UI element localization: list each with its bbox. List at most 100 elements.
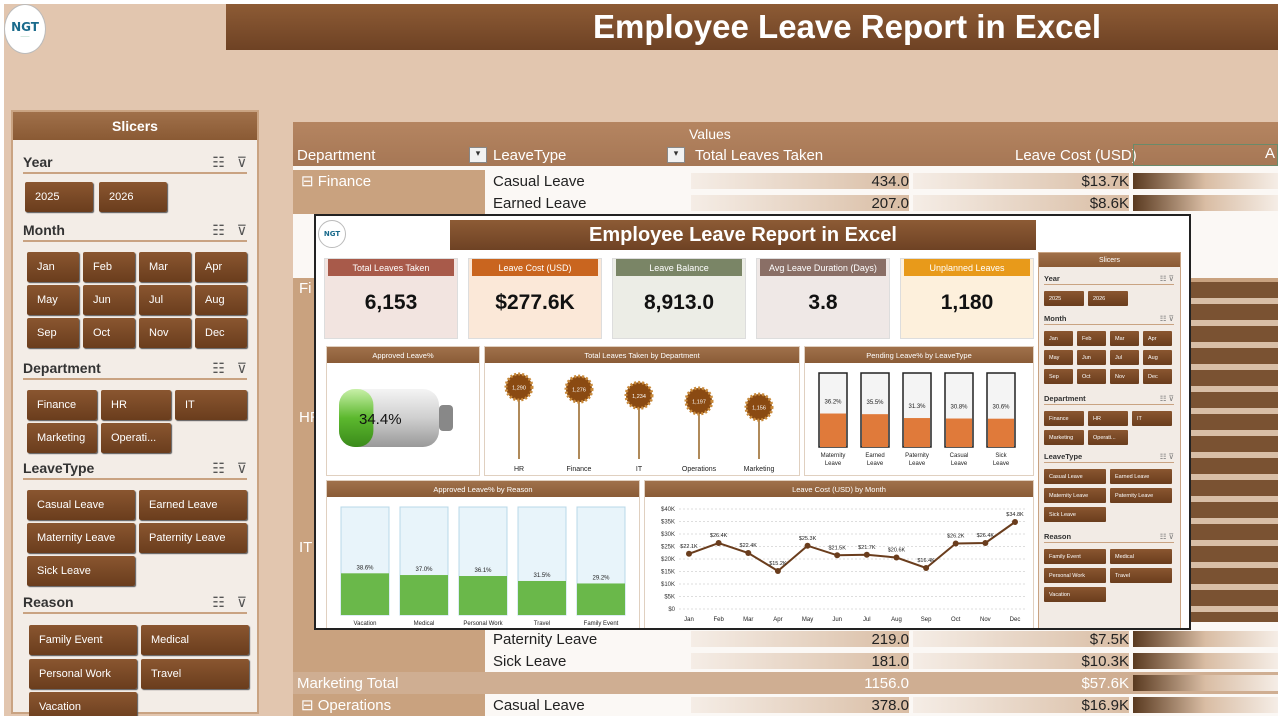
mini-slicer-item-sick-leave[interactable]: Sick Leave (1044, 507, 1106, 522)
bar (577, 583, 625, 615)
data-point (745, 550, 752, 556)
slicer-item-mar[interactable]: Mar (139, 252, 191, 282)
month-slicer-header: Month ☷ ⊽ (23, 220, 247, 242)
mini-slicer-item-2026[interactable]: 2026 (1088, 291, 1128, 306)
slicer-item-vacation[interactable]: Vacation (29, 692, 137, 716)
slicer-item-family-event[interactable]: Family Event (29, 625, 137, 655)
slicer-item-hr[interactable]: HR (101, 390, 171, 420)
slicer-item-operations[interactable]: Operati... (101, 423, 171, 453)
header-next-column[interactable]: A (1133, 144, 1278, 166)
slicer-item-2026[interactable]: 2026 (99, 182, 167, 212)
slicer-item-aug[interactable]: Aug (195, 285, 247, 315)
mini-slicer-item-maternity-leave[interactable]: Maternity Leave (1044, 488, 1106, 503)
mini-slicer-item-travel[interactable]: Travel (1110, 568, 1172, 583)
table-row: Paternity Leave 219.0 $7.5K (293, 628, 1278, 650)
mini-slicer-item-vacation[interactable]: Vacation (1044, 587, 1106, 602)
x-tick-label: Sep (921, 617, 932, 623)
data-point (952, 540, 959, 547)
mini-slicer-item-jan[interactable]: Jan (1044, 331, 1073, 346)
slicer-item-it[interactable]: IT (175, 390, 247, 420)
kpi-card: Unplanned Leaves 1,180 (900, 258, 1034, 339)
y-tick-label: $35K (661, 520, 675, 526)
mini-slicer-item-feb[interactable]: Feb (1077, 331, 1106, 346)
point-value-label: $34.8K (1006, 512, 1024, 518)
mini-slicer-item-mar[interactable]: Mar (1110, 331, 1139, 346)
mini-slicer-item-medical[interactable]: Medical (1110, 549, 1172, 564)
mini-slicer-item-earned-leave[interactable]: Earned Leave (1110, 469, 1172, 484)
mini-slicer-item-paternity-leave[interactable]: Paternity Leave (1110, 488, 1172, 503)
leavetype-filter-button[interactable]: ▾ (667, 147, 685, 163)
mini-slicer-item-jun[interactable]: Jun (1077, 350, 1106, 365)
clear-filter-icon[interactable]: ⊽ (236, 593, 247, 610)
slicer-item-paternity-leave[interactable]: Paternity Leave (139, 523, 247, 553)
bar (341, 573, 389, 615)
multi-select-icon[interactable]: ☷ (212, 593, 225, 610)
slicer-item-travel[interactable]: Travel (141, 659, 249, 689)
multi-select-icon[interactable]: ☷ (212, 153, 225, 170)
clear-filter-icon[interactable]: ⊽ (236, 359, 247, 376)
mini-slicer-item-jul[interactable]: Jul (1110, 350, 1139, 365)
slicer-item-apr[interactable]: Apr (195, 252, 247, 282)
multi-select-icon[interactable]: ☷ (212, 459, 225, 476)
row-leavetype: Sick Leave (493, 652, 567, 670)
mini-department-header: Department ☷ ⊽ (1044, 394, 1174, 405)
slicer-item-nov[interactable]: Nov (139, 318, 191, 348)
report-title: Employee Leave Report in Excel (592, 8, 1102, 45)
slicer-item-medical[interactable]: Medical (141, 625, 249, 655)
multi-select-icon[interactable]: ☷ (212, 221, 225, 238)
mini-slicer-item-hr[interactable]: HR (1088, 411, 1128, 426)
approved-leave-title: Approved Leave% (327, 347, 479, 363)
approved-by-reason-card: Approved Leave% by Reason 38.6% Vacation 3… (326, 480, 640, 628)
bar-value-label: 36.1% (474, 568, 492, 574)
slicer-item-casual-leave[interactable]: Casual Leave (27, 490, 135, 520)
slicer-item-jun[interactable]: Jun (83, 285, 135, 315)
y-tick-label: $15K (661, 570, 675, 576)
y-tick-label: $0 (668, 607, 675, 613)
mini-slicer-item-may[interactable]: May (1044, 350, 1073, 365)
clear-filter-icon[interactable]: ⊽ (236, 153, 247, 170)
clear-filter-icon[interactable]: ⊽ (236, 459, 247, 476)
multi-select-icon[interactable]: ☷ (212, 359, 225, 376)
point-value-label: $21.7K (858, 545, 876, 551)
slicer-item-jul[interactable]: Jul (139, 285, 191, 315)
mini-slicer-item-oct[interactable]: Oct (1077, 369, 1106, 384)
clear-filter-icon[interactable]: ⊽ (236, 221, 247, 238)
year-slicer-header: Year ☷ ⊽ (23, 152, 247, 174)
category-label: Sick (995, 453, 1007, 459)
slicer-item-oct[interactable]: Oct (83, 318, 135, 348)
slicer-item-finance[interactable]: Finance (27, 390, 97, 420)
mini-slicer-item-it[interactable]: IT (1132, 411, 1172, 426)
slicer-item-earned-leave[interactable]: Earned Leave (139, 490, 247, 520)
row-department: Marketing Total (297, 674, 399, 692)
mini-slicer-item-casual-leave[interactable]: Casual Leave (1044, 469, 1106, 484)
slicer-item-jan[interactable]: Jan (27, 252, 79, 282)
slicer-item-2025[interactable]: 2025 (25, 182, 93, 212)
slicer-item-maternity-leave[interactable]: Maternity Leave (27, 523, 135, 553)
gauge-fill (339, 389, 374, 447)
slicer-item-personal-work[interactable]: Personal Work (29, 659, 137, 689)
mini-slicer-item-marketing[interactable]: Marketing (1044, 430, 1084, 445)
partial-row-label: IT (299, 539, 313, 556)
mini-slicer-item-personal-work[interactable]: Personal Work (1044, 568, 1106, 583)
mini-slicer-item-sep[interactable]: Sep (1044, 369, 1073, 384)
mini-slicer-item-finance[interactable]: Finance (1044, 411, 1084, 426)
row-cost: $16.9K (1081, 696, 1129, 714)
slicer-item-marketing[interactable]: Marketing (27, 423, 97, 453)
slicer-item-feb[interactable]: Feb (83, 252, 135, 282)
mini-slicer-item-family-event[interactable]: Family Event (1044, 549, 1106, 564)
mini-slicer-item-operations[interactable]: Operati... (1088, 430, 1128, 445)
mini-slicer-item-nov[interactable]: Nov (1110, 369, 1139, 384)
series-line (688, 521, 1016, 573)
lollipop-head (564, 374, 594, 404)
mini-slicer-item-2025[interactable]: 2025 (1044, 291, 1084, 306)
mini-slicer-item-apr[interactable]: Apr (1143, 331, 1172, 346)
mini-slicer-item-dec[interactable]: Dec (1143, 369, 1172, 384)
slicer-item-dec[interactable]: Dec (195, 318, 247, 348)
mini-slicer-item-aug[interactable]: Aug (1143, 350, 1172, 365)
department-filter-button[interactable]: ▾ (469, 147, 487, 163)
slicer-item-may[interactable]: May (27, 285, 79, 315)
slicer-item-sep[interactable]: Sep (27, 318, 79, 348)
slicer-item-sick-leave[interactable]: Sick Leave (27, 556, 135, 586)
department-slicer-title: Department (23, 360, 101, 376)
battery-gauge: 34.4% (339, 389, 453, 447)
